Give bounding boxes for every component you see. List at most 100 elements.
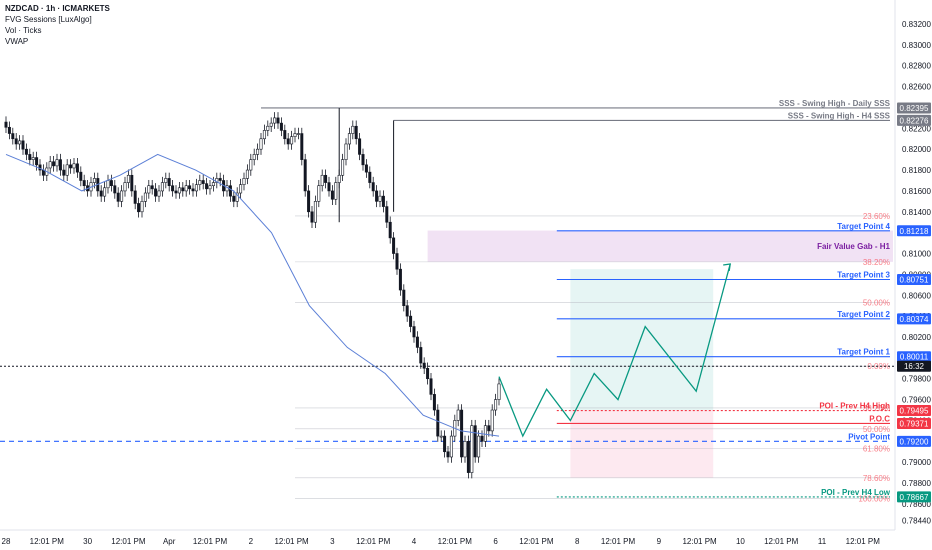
candle-body xyxy=(249,159,253,171)
level-label-target-3: Target Point 3 xyxy=(837,271,890,280)
price-badge-label: 16:32 xyxy=(904,362,925,371)
candle-body xyxy=(313,201,317,223)
price-badge xyxy=(897,225,931,237)
price-badge-label: 0.79371 xyxy=(900,419,929,428)
chart-legend: NZDCAD · 1h · ICMARKETS FVG Sessions [Lu… xyxy=(5,3,110,47)
fib-label: 50.00% xyxy=(863,425,890,434)
price-badge-label: 0.79495 xyxy=(900,407,929,416)
candle-body xyxy=(419,347,423,364)
candle-body xyxy=(415,336,419,348)
x-tick-label: 10 xyxy=(736,537,745,546)
level-label-target-1: Target Point 1 xyxy=(837,348,890,357)
candle-body xyxy=(490,409,494,432)
x-tick-label: 12:01 PM xyxy=(438,537,473,546)
candle-body xyxy=(426,367,430,380)
x-tick-label: 12:01 PM xyxy=(601,537,636,546)
symbol-title[interactable]: NZDCAD · 1h · ICMARKETS xyxy=(5,4,110,13)
candle-body xyxy=(259,138,263,150)
price-badge xyxy=(897,491,931,503)
y-tick-label: 0.78440 xyxy=(902,517,931,526)
candle-body xyxy=(317,185,321,202)
level-label-poi-high: POI - Prev H4 High xyxy=(819,402,890,411)
candle-body xyxy=(347,133,351,145)
candle-body xyxy=(293,133,297,137)
candle-body xyxy=(344,143,348,160)
price-badge xyxy=(897,313,931,325)
price-badge xyxy=(897,102,931,114)
candle-body xyxy=(473,425,477,458)
candle-body xyxy=(218,178,222,181)
candle-body xyxy=(72,163,76,169)
price-badge-label: 0.79200 xyxy=(900,437,929,446)
candle-body xyxy=(160,182,164,192)
projection-arrow-icon xyxy=(723,263,731,272)
candle-body xyxy=(113,185,117,194)
candle-body xyxy=(276,117,280,124)
y-tick-label: 0.82600 xyxy=(902,83,931,92)
candle-body xyxy=(364,164,368,173)
projection-path xyxy=(498,263,731,438)
candle-body xyxy=(174,190,178,194)
candle-body xyxy=(120,190,124,202)
candle-body xyxy=(371,182,375,192)
candle-body xyxy=(228,185,232,197)
x-tick-label: 4 xyxy=(412,537,417,546)
candle-body xyxy=(381,195,385,207)
fib-label: 38.20% xyxy=(863,404,890,413)
price-badge-label: 0.78667 xyxy=(900,493,929,502)
candle-body xyxy=(446,451,450,458)
candle-body xyxy=(310,211,314,223)
indicator-volume[interactable]: Vol · Ticks xyxy=(5,26,42,35)
level-label-sss-h4: SSS - Swing High - H4 SSS xyxy=(788,111,891,120)
price-badge xyxy=(897,114,931,126)
candle-body xyxy=(24,148,28,155)
candle-body xyxy=(4,121,8,128)
candle-body xyxy=(279,122,283,131)
candle-body xyxy=(402,289,406,306)
candle-body xyxy=(194,184,198,192)
x-tick-label: 12:01 PM xyxy=(846,537,881,546)
candle-body xyxy=(466,441,470,473)
candle-body xyxy=(266,125,270,131)
price-badge-label: 0.81218 xyxy=(900,227,929,236)
candle-body xyxy=(177,187,181,194)
x-tick-label: 12:01 PM xyxy=(356,537,391,546)
candle-body xyxy=(11,133,15,140)
candle-body xyxy=(154,188,158,197)
candle-body xyxy=(385,206,389,223)
price-badge-label: 0.80374 xyxy=(900,315,929,324)
y-tick-label: 0.79000 xyxy=(902,458,931,467)
candle-body xyxy=(449,435,453,458)
candle-body xyxy=(480,435,484,442)
x-tick-label: Apr xyxy=(163,537,176,546)
candle-body xyxy=(137,203,141,213)
x-tick-label: 12:01 PM xyxy=(30,537,65,546)
candle-body xyxy=(109,180,113,187)
candle-body xyxy=(256,148,260,155)
x-tick-label: 12:01 PM xyxy=(682,537,717,546)
target-zone xyxy=(570,269,714,411)
x-tick-label: 12:01 PM xyxy=(764,537,799,546)
candle-body xyxy=(21,140,25,150)
candle-body xyxy=(7,126,11,134)
candle-body xyxy=(171,185,175,192)
indicator-fvg[interactable]: FVG Sessions [LuxAlgo] xyxy=(5,15,92,24)
candle-body xyxy=(235,192,239,202)
candle-body xyxy=(103,187,107,197)
candle-body xyxy=(368,171,372,183)
x-tick-label: 12:01 PM xyxy=(519,537,554,546)
y-tick-label: 0.79600 xyxy=(902,396,931,405)
candle-body xyxy=(351,125,355,134)
candle-body xyxy=(232,195,236,202)
candle-body xyxy=(245,169,249,179)
candle-body xyxy=(181,187,185,192)
candle-body xyxy=(378,195,382,202)
candle-body xyxy=(307,190,311,213)
indicator-vwap[interactable]: VWAP xyxy=(5,37,29,46)
candle-body xyxy=(483,425,487,442)
price-badge-label: 0.80011 xyxy=(900,353,929,362)
candle-body xyxy=(198,180,202,185)
candle-body xyxy=(82,180,86,187)
candle-body xyxy=(167,178,171,187)
